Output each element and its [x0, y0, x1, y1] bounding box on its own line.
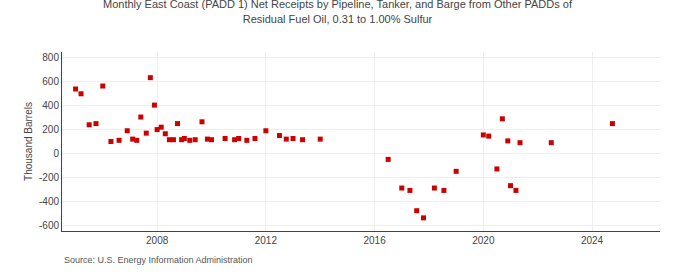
- svg-text:-200: -200: [39, 172, 59, 183]
- svg-text:2020: 2020: [472, 235, 495, 246]
- svg-text:-600: -600: [39, 220, 59, 231]
- svg-text:Monthly East Coast (PADD 1) Ne: Monthly East Coast (PADD 1) Net Receipts…: [103, 0, 573, 25]
- svg-text:0: 0: [53, 148, 59, 159]
- svg-text:2024: 2024: [581, 235, 604, 246]
- svg-text:2016: 2016: [363, 235, 386, 246]
- svg-text:200: 200: [42, 124, 59, 135]
- svg-text:800: 800: [42, 52, 59, 63]
- svg-text:Thousand Barrels: Thousand Barrels: [23, 102, 34, 181]
- svg-text:2008: 2008: [146, 235, 169, 246]
- svg-text:Source: U.S. Energy Informatio: Source: U.S. Energy Information Administ…: [64, 255, 253, 265]
- svg-text:2012: 2012: [255, 235, 278, 246]
- svg-text:-400: -400: [39, 196, 59, 207]
- svg-text:600: 600: [42, 76, 59, 87]
- svg-text:400: 400: [42, 100, 59, 111]
